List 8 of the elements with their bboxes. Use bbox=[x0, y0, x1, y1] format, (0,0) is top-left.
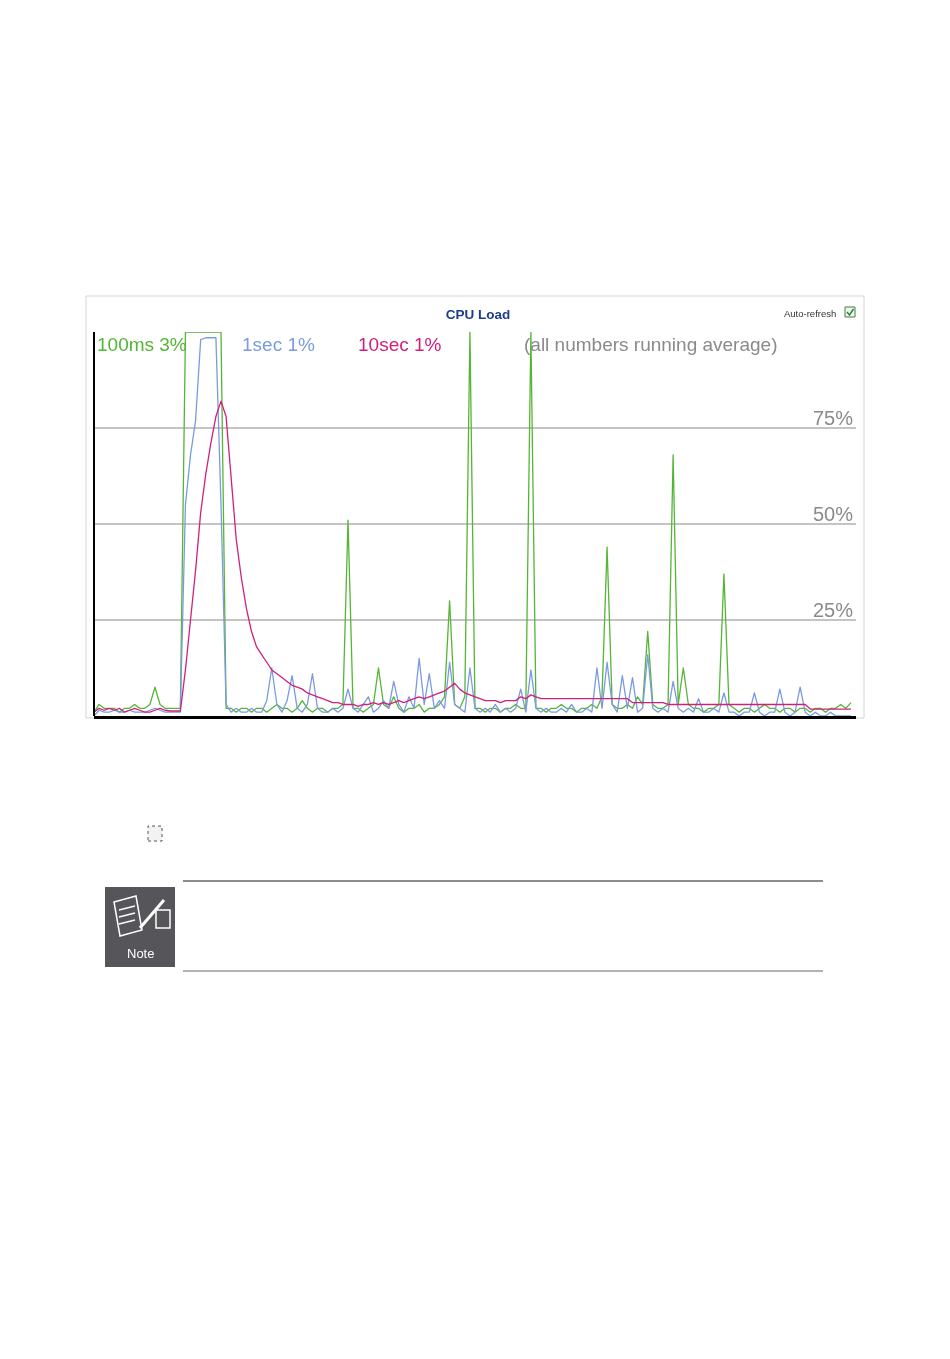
chart-title: CPU Load bbox=[445, 306, 511, 322]
y-tick-label: 50% bbox=[812, 503, 854, 525]
text: 10sec 1% bbox=[358, 334, 442, 355]
y-tick-label: 25% bbox=[812, 599, 854, 621]
text: Note bbox=[127, 946, 155, 961]
y-tick-label: 75% bbox=[812, 407, 854, 429]
series-label: 1sec 1% bbox=[242, 334, 315, 355]
text: Auto-refresh bbox=[784, 308, 837, 319]
